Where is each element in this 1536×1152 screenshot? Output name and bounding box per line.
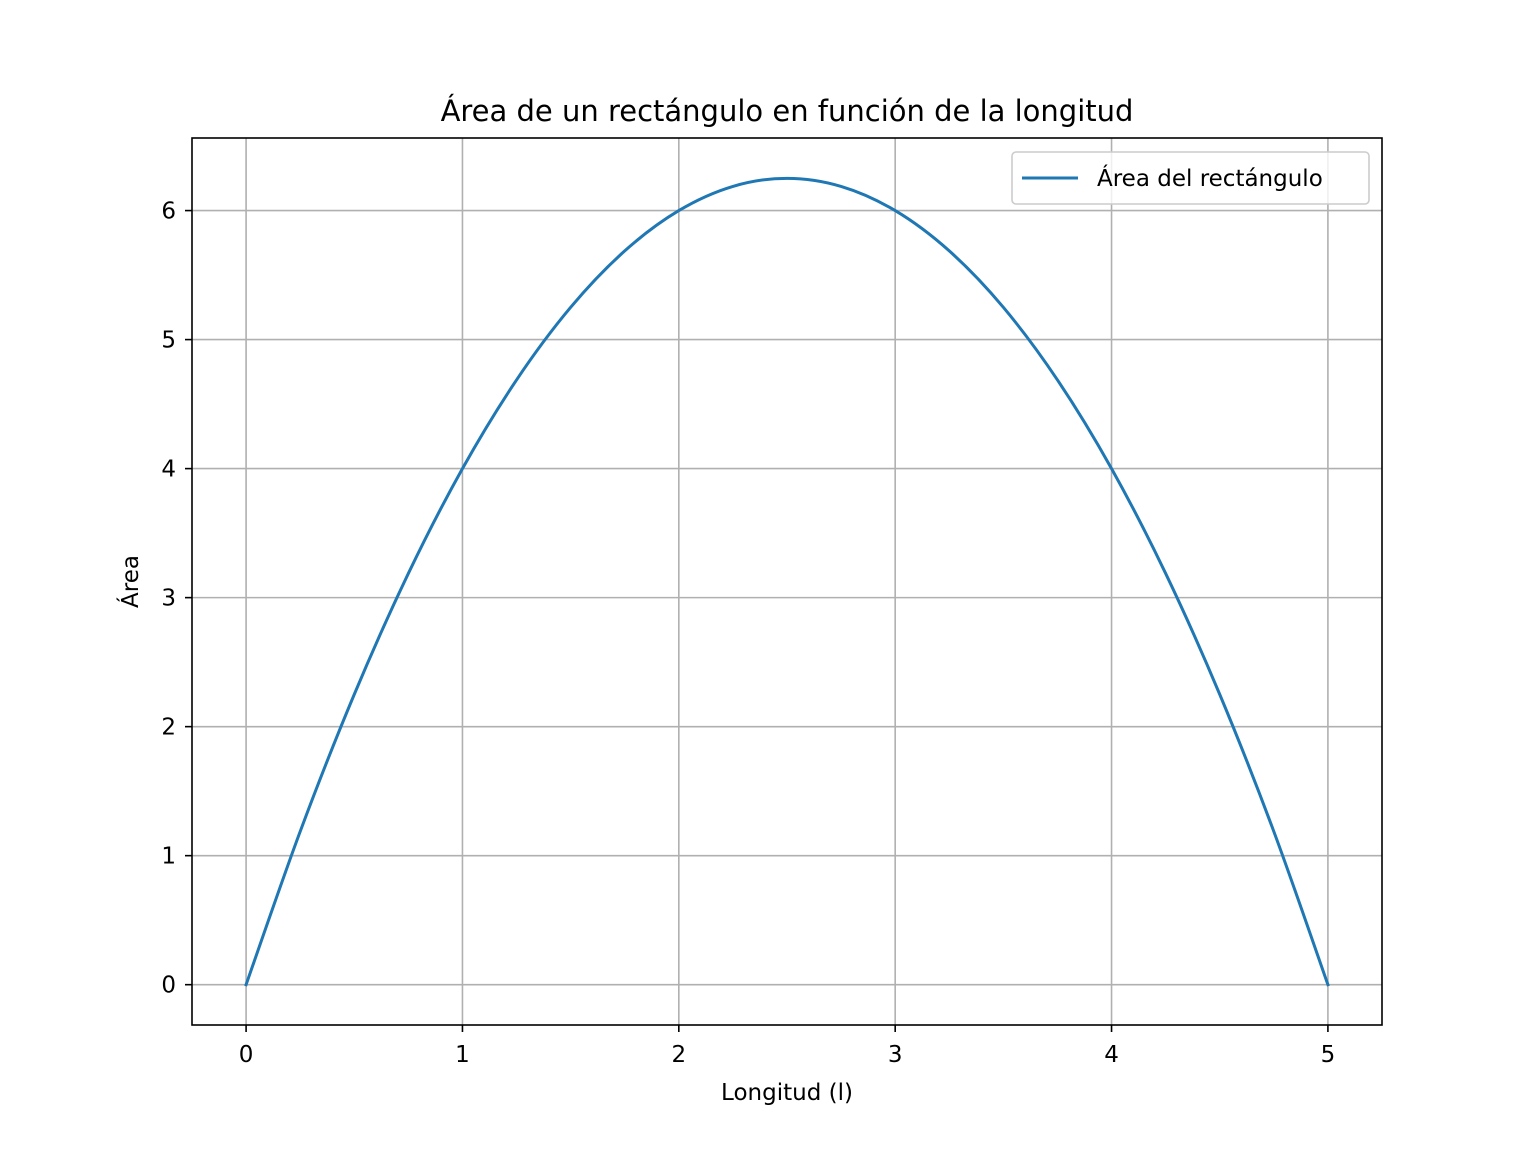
legend: Área del rectángulo	[1011, 151, 1370, 205]
series-line-0	[244, 176, 1330, 987]
y-tick-label: 1	[161, 844, 176, 870]
chart-title: Área de un rectángulo en función de la l…	[441, 94, 1134, 128]
x-tick-label: 0	[239, 1042, 254, 1068]
x-tick-label: 3	[888, 1042, 903, 1068]
legend-label: Área del rectángulo	[1097, 164, 1323, 192]
x-tick-label: 1	[455, 1042, 470, 1068]
y-tick-label: 2	[161, 715, 176, 741]
legend-box	[1011, 151, 1370, 205]
series-lines	[244, 176, 1330, 987]
y-tick-label: 3	[161, 586, 176, 612]
x-tick-label: 2	[671, 1042, 686, 1068]
grid	[192, 138, 1382, 1025]
x-tick-label: 5	[1321, 1042, 1336, 1068]
x-tick-label: 4	[1104, 1042, 1119, 1068]
y-tick-label: 0	[161, 973, 176, 999]
axes-frame	[191, 137, 1383, 1026]
y-tick-label: 5	[161, 328, 176, 354]
x-axis-label: Longitud (l)	[721, 1080, 853, 1106]
y-tick-label: 4	[161, 457, 176, 483]
y-tick-label: 6	[161, 199, 176, 225]
y-axis-label: Área	[116, 555, 144, 608]
ticks: 0 1 2 3 4 5 0 1 2 3 4 5 6	[161, 199, 1335, 1068]
